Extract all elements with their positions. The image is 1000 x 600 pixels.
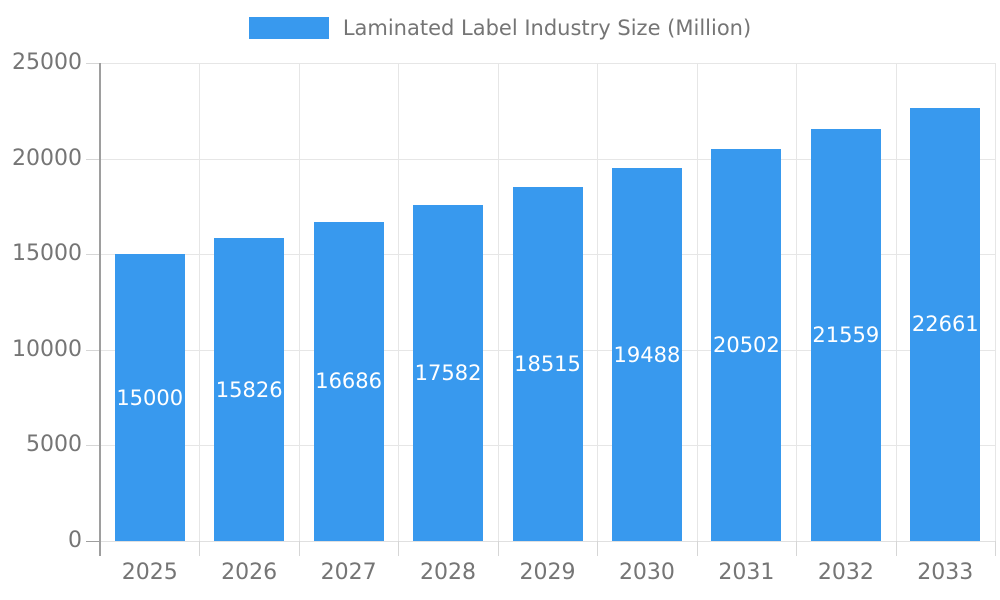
- y-axis-label: 20000: [12, 145, 82, 171]
- bar-2030[interactable]: 19488: [611, 168, 682, 541]
- y-axis-tick: [86, 63, 100, 64]
- y-gridline: [100, 63, 995, 64]
- x-axis-tick: [995, 541, 996, 556]
- bar-value-label: 15826: [215, 377, 283, 402]
- x-axis-label: 2026: [221, 560, 278, 585]
- bar-2026[interactable]: 15826: [214, 238, 285, 541]
- x-axis-tick: [597, 541, 599, 556]
- y-axis-tick: [86, 349, 100, 351]
- x-gridline: [597, 63, 599, 541]
- y-axis-tick: [86, 158, 100, 160]
- bar-value-label: 22661: [911, 312, 979, 337]
- x-gridline: [995, 63, 996, 541]
- bar-2031[interactable]: 20502: [711, 149, 782, 541]
- legend[interactable]: Laminated Label Industry Size (Million): [0, 16, 1000, 40]
- bar-2033[interactable]: 22661: [910, 107, 981, 541]
- x-axis-tick: [398, 541, 400, 556]
- y-axis-tick: [86, 541, 100, 542]
- x-axis-tick: [298, 541, 300, 556]
- x-gridline: [199, 63, 201, 541]
- y-axis-label: 15000: [12, 241, 82, 267]
- x-gridline: [796, 63, 798, 541]
- legend-swatch[interactable]: [248, 17, 329, 39]
- bar-2028[interactable]: 17582: [413, 204, 484, 541]
- y-gridline: [100, 158, 995, 160]
- bar-value-label: 16686: [315, 369, 383, 394]
- bar-2029[interactable]: 18515: [512, 186, 583, 541]
- bar-value-label: 18515: [514, 351, 581, 376]
- x-gridline: [895, 63, 897, 541]
- legend-label: Laminated Label Industry Size (Million): [342, 16, 752, 40]
- x-axis-label: 2031: [718, 560, 775, 585]
- x-axis-label: 2030: [618, 560, 675, 585]
- y-axis-tick: [86, 445, 100, 447]
- y-axis-line: [99, 63, 101, 556]
- x-gridline: [696, 63, 698, 541]
- y-axis-tick: [86, 254, 100, 256]
- x-axis-label: 2027: [320, 560, 377, 585]
- x-gridline: [398, 63, 400, 541]
- x-axis-label: 2028: [420, 560, 477, 585]
- y-axis-label: 10000: [12, 336, 82, 362]
- bar-2027[interactable]: 16686: [313, 221, 384, 541]
- bar-value-label: 15000: [116, 385, 184, 410]
- bar-value-label: 19488: [613, 342, 681, 367]
- x-axis-label: 2029: [519, 560, 576, 585]
- bar-value-label: 20502: [712, 332, 780, 357]
- y-axis-label: 5000: [26, 432, 82, 458]
- x-axis-tick: [696, 541, 698, 556]
- bar-2032[interactable]: 21559: [810, 128, 881, 541]
- x-axis-tick: [895, 541, 897, 556]
- y-axis-label: 0: [68, 528, 82, 553]
- x-axis-tick: [796, 541, 798, 556]
- y-axis-label: 25000: [12, 50, 82, 75]
- x-axis-tick: [199, 541, 201, 556]
- x-axis-tick: [497, 541, 499, 556]
- y-gridline: [100, 541, 995, 542]
- x-gridline: [298, 63, 300, 541]
- x-axis-label: 2033: [917, 560, 974, 585]
- x-axis-label: 2032: [817, 560, 874, 585]
- x-axis-label: 2025: [121, 560, 178, 585]
- bar-value-label: 21559: [812, 322, 880, 347]
- x-gridline: [497, 63, 499, 541]
- bar-2025[interactable]: 15000: [114, 254, 185, 541]
- bar-value-label: 17582: [414, 360, 482, 385]
